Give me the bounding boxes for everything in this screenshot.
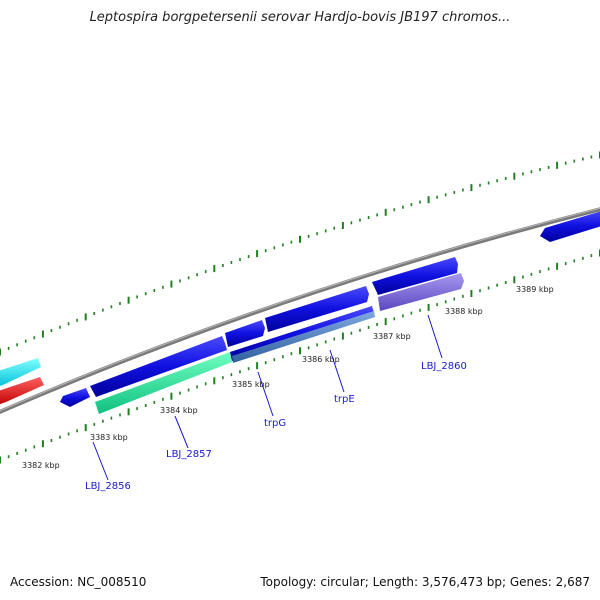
- map-title: Leptospira borgpetersenii serovar Hardjo…: [89, 10, 511, 25]
- inner-tick-row: [0, 249, 600, 464]
- gene-label-trpe[interactable]: trpE: [334, 394, 355, 405]
- label-leader-lbj-2857: [174, 415, 189, 449]
- gene-feature-trpg[interactable]: [225, 320, 265, 347]
- gene-label-lbj-2860[interactable]: LBJ_2860: [421, 361, 467, 372]
- cds-highlight-purple[interactable]: [378, 273, 464, 311]
- gene-label-trpg[interactable]: trpG: [264, 418, 286, 429]
- kbp-label-3389: 3389 kbp: [516, 285, 554, 294]
- red-gene-feature[interactable]: [0, 377, 44, 406]
- gene-feature-lbj-2857[interactable]: [90, 336, 227, 397]
- gene-label-lbj-2857[interactable]: LBJ_2857: [166, 449, 212, 460]
- kbp-label-3384: 3384 kbp: [160, 406, 198, 415]
- gene-label-lbj-2856[interactable]: LBJ_2856: [85, 481, 131, 492]
- cds-highlight-green[interactable]: [95, 352, 232, 414]
- label-leader-trpg: [257, 371, 274, 417]
- genome-summary-text: Topology: circular; Length: 3,576,473 bp…: [260, 575, 590, 589]
- gene-feature-trpe[interactable]: [265, 286, 369, 332]
- outer-tick-row: [0, 151, 600, 356]
- kbp-label-3383: 3383 kbp: [90, 433, 128, 442]
- gene-feature-right[interactable]: [540, 210, 600, 242]
- kbp-label-3388: 3388 kbp: [445, 307, 483, 316]
- kbp-label-3386: 3386 kbp: [302, 355, 340, 364]
- label-leader-lbj-2856: [92, 441, 109, 481]
- kbp-label-3387: 3387 kbp: [373, 332, 411, 341]
- label-leader-lbj-2860: [427, 314, 443, 359]
- label-leader-trpe: [329, 349, 345, 393]
- cyan-gene-feature[interactable]: [0, 358, 41, 388]
- cds-highlight-steel[interactable]: [232, 311, 375, 363]
- gene-feature-small[interactable]: [60, 388, 90, 407]
- kbp-label-3385: 3385 kbp: [232, 380, 270, 389]
- accession-text: Accession: NC_008510: [10, 575, 147, 589]
- gene-feature-lbj-2860[interactable]: [372, 257, 458, 295]
- kbp-label-3382: 3382 kbp: [22, 461, 60, 470]
- chromosome-backbone: [0, 207, 600, 415]
